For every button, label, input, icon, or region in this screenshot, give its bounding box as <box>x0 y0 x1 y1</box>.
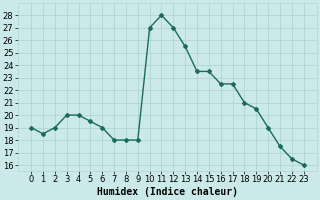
X-axis label: Humidex (Indice chaleur): Humidex (Indice chaleur) <box>97 187 238 197</box>
